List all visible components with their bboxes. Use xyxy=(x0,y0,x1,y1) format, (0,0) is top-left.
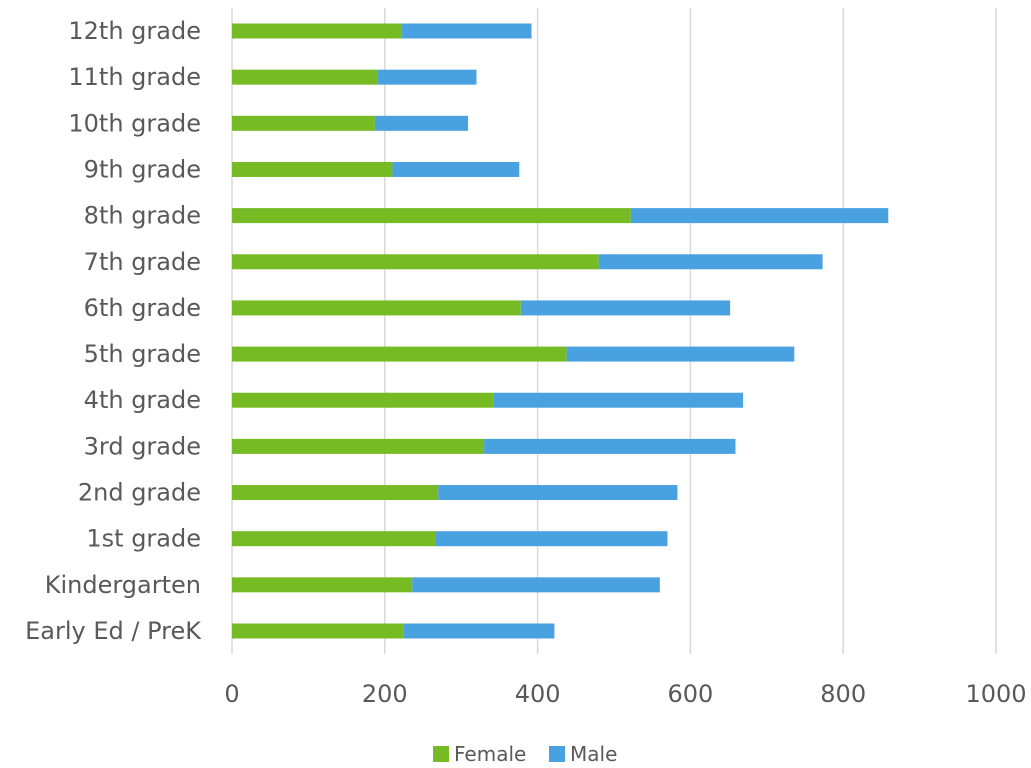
bar-male-9 xyxy=(630,208,889,224)
bar-male-7 xyxy=(520,300,731,316)
bar-male-3 xyxy=(438,485,678,501)
bar-female-3 xyxy=(232,485,439,501)
x-tick-label: 200 xyxy=(362,680,408,708)
bar-male-1 xyxy=(412,577,660,593)
bar-female-12 xyxy=(232,69,378,85)
bar-female-6 xyxy=(232,346,567,362)
category-label: Early Ed / PreK xyxy=(25,617,202,645)
x-tick-label: 600 xyxy=(667,680,713,708)
bar-female-2 xyxy=(232,531,436,547)
category-labels: Early Ed / PreK Kindergarten 1st grade 2nd … xyxy=(25,17,202,645)
bar-female-0 xyxy=(232,623,404,639)
legend-swatch-female xyxy=(433,746,449,762)
bar-male-8 xyxy=(598,254,823,270)
category-label: Kindergarten xyxy=(45,571,201,599)
bar-male-13 xyxy=(401,23,532,39)
bar-female-1 xyxy=(232,577,413,593)
legend-label-female: Female xyxy=(454,742,526,766)
bar-male-2 xyxy=(435,531,668,547)
category-label: 4th grade xyxy=(84,386,201,414)
category-label: 7th grade xyxy=(84,248,201,276)
category-label: 9th grade xyxy=(84,155,201,183)
category-label: 1st grade xyxy=(86,525,201,553)
x-tick-label: 400 xyxy=(515,680,561,708)
bar-male-12 xyxy=(377,69,477,85)
bar-male-11 xyxy=(374,115,469,131)
bar-male-6 xyxy=(566,346,795,362)
bar-female-11 xyxy=(232,115,375,131)
bar-female-10 xyxy=(232,161,393,177)
x-tick-label: 800 xyxy=(820,680,866,708)
x-axis-tick-labels: 0 200 400 600 800 1000 xyxy=(224,680,1026,708)
bar-female-7 xyxy=(232,300,521,316)
category-label: 2nd grade xyxy=(78,479,201,507)
category-label: 11th grade xyxy=(68,63,201,91)
category-label: 12th grade xyxy=(68,17,201,45)
bar-female-13 xyxy=(232,23,402,39)
bar-male-4 xyxy=(484,438,736,454)
category-label: 5th grade xyxy=(84,340,201,368)
legend-swatch-male xyxy=(549,746,565,762)
bar-male-10 xyxy=(392,161,520,177)
legend: Female Male xyxy=(433,742,617,766)
bar-female-9 xyxy=(232,208,631,224)
bar-male-0 xyxy=(403,623,555,639)
legend-label-male: Male xyxy=(570,742,617,766)
category-label: 6th grade xyxy=(84,294,201,322)
bar-female-8 xyxy=(232,254,599,270)
bar-female-5 xyxy=(232,392,494,408)
bar-female-4 xyxy=(232,438,485,454)
category-label: 10th grade xyxy=(68,109,201,137)
category-label: 3rd grade xyxy=(84,432,201,460)
bar-male-5 xyxy=(493,392,744,408)
category-label: 8th grade xyxy=(84,202,201,230)
gridlines xyxy=(231,8,997,654)
bars xyxy=(232,23,889,639)
x-tick-label: 1000 xyxy=(965,680,1026,708)
x-tick-label: 0 xyxy=(224,680,239,708)
